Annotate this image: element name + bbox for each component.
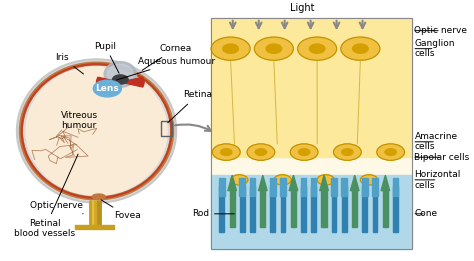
Bar xyxy=(211,18,412,157)
Text: Rod: Rod xyxy=(192,209,234,218)
Polygon shape xyxy=(350,175,359,191)
Bar xyxy=(331,178,337,196)
Polygon shape xyxy=(289,175,298,191)
Bar xyxy=(239,178,245,196)
Text: Fovea: Fovea xyxy=(101,200,141,220)
Bar xyxy=(281,186,285,232)
Circle shape xyxy=(334,144,361,160)
Bar xyxy=(332,186,337,232)
Bar xyxy=(291,191,296,227)
Bar xyxy=(372,178,378,196)
Circle shape xyxy=(266,44,282,53)
Bar xyxy=(280,178,286,196)
Ellipse shape xyxy=(92,194,105,199)
Ellipse shape xyxy=(107,64,133,85)
Bar xyxy=(383,191,388,227)
Text: Lens: Lens xyxy=(95,84,119,93)
Ellipse shape xyxy=(93,80,121,97)
Circle shape xyxy=(112,75,128,84)
Circle shape xyxy=(342,149,353,156)
Bar xyxy=(352,191,357,227)
Text: Aqueous humour: Aqueous humour xyxy=(117,57,215,80)
Text: Cone: Cone xyxy=(414,209,438,218)
Bar xyxy=(211,175,412,249)
Bar xyxy=(162,121,172,136)
Circle shape xyxy=(290,144,318,160)
Circle shape xyxy=(299,149,310,156)
Bar xyxy=(250,178,255,196)
Bar xyxy=(229,191,235,227)
Bar xyxy=(219,178,225,196)
Text: Bipolar cells: Bipolar cells xyxy=(414,153,470,162)
Bar xyxy=(311,178,317,196)
Circle shape xyxy=(211,37,250,60)
Text: Vitreous
humour: Vitreous humour xyxy=(61,111,98,130)
Text: Light: Light xyxy=(290,3,314,13)
Bar xyxy=(211,18,412,249)
Bar xyxy=(260,191,265,227)
Wedge shape xyxy=(120,77,144,87)
Bar xyxy=(240,186,245,232)
Ellipse shape xyxy=(18,61,174,201)
Text: Iris: Iris xyxy=(55,53,83,74)
Circle shape xyxy=(317,175,335,185)
Polygon shape xyxy=(320,175,328,191)
Text: Optic nerve: Optic nerve xyxy=(414,26,467,35)
Circle shape xyxy=(377,144,404,160)
Bar xyxy=(393,186,398,232)
Circle shape xyxy=(341,37,380,60)
Circle shape xyxy=(255,149,266,156)
Bar xyxy=(362,178,367,196)
Text: Amacrine
cells: Amacrine cells xyxy=(414,132,457,151)
Polygon shape xyxy=(258,175,267,191)
Text: Ganglion
cells: Ganglion cells xyxy=(414,39,455,58)
Bar xyxy=(271,186,275,232)
Bar xyxy=(211,18,412,249)
Circle shape xyxy=(274,175,291,185)
Text: Retina: Retina xyxy=(168,91,212,123)
Circle shape xyxy=(223,44,238,53)
Text: Horizontal
cells: Horizontal cells xyxy=(414,170,461,189)
Text: Pupil: Pupil xyxy=(94,41,119,73)
Bar xyxy=(342,186,346,232)
Circle shape xyxy=(212,144,240,160)
Circle shape xyxy=(353,44,368,53)
Wedge shape xyxy=(97,77,120,87)
Ellipse shape xyxy=(104,62,137,87)
Bar xyxy=(311,186,316,232)
Bar xyxy=(341,178,347,196)
Circle shape xyxy=(298,37,337,60)
Text: Optic nerve: Optic nerve xyxy=(29,201,83,214)
Bar xyxy=(392,178,398,196)
Circle shape xyxy=(255,37,293,60)
Circle shape xyxy=(360,175,378,185)
Circle shape xyxy=(385,149,396,156)
Circle shape xyxy=(221,149,232,156)
Bar xyxy=(301,178,306,196)
Bar xyxy=(321,191,327,227)
Bar xyxy=(270,178,275,196)
Polygon shape xyxy=(381,175,390,191)
Ellipse shape xyxy=(17,59,176,203)
Circle shape xyxy=(231,175,248,185)
Circle shape xyxy=(310,44,325,53)
Text: Retinal
blood vessels: Retinal blood vessels xyxy=(14,154,78,239)
Bar xyxy=(219,186,224,232)
Bar xyxy=(301,186,306,232)
Polygon shape xyxy=(228,175,237,191)
Bar xyxy=(250,186,255,232)
Text: Cornea: Cornea xyxy=(142,44,191,70)
Ellipse shape xyxy=(26,67,167,195)
Circle shape xyxy=(247,144,275,160)
Bar xyxy=(362,186,367,232)
Bar xyxy=(373,186,377,232)
